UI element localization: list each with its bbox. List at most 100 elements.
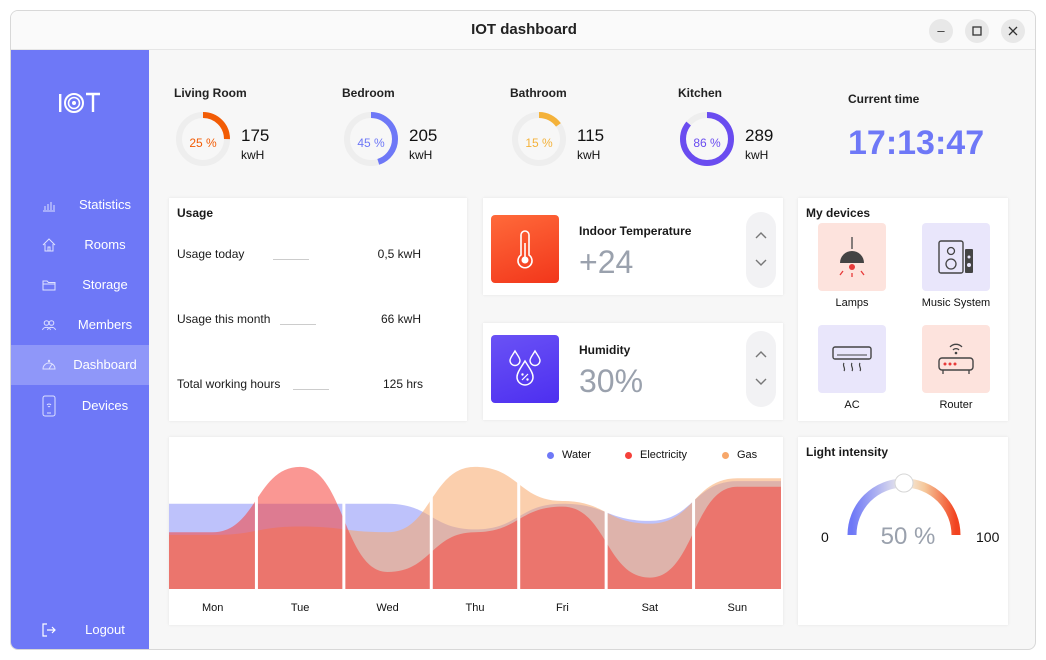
column-divider (342, 437, 346, 589)
usage-row-today: Usage today 0,5 kwH (177, 247, 461, 263)
usage-value: 0,5 kwH (377, 247, 421, 261)
chevron-up-icon[interactable] (754, 228, 768, 242)
legend-item-gas[interactable]: Gas (722, 449, 757, 461)
ac-tile (818, 325, 886, 393)
minimize-button[interactable]: – (929, 19, 953, 43)
x-tick-label: Thu (465, 602, 485, 614)
usage-label: Usage this month (177, 312, 271, 326)
legend-label: Electricity (640, 449, 688, 461)
usage-label: Usage today (177, 247, 245, 261)
speaker-tile (922, 223, 990, 291)
room-name: Kitchen (678, 86, 723, 100)
dashboard-icon (42, 359, 56, 370)
room-kwh-unit: kwH (409, 148, 433, 162)
room-usage-1: Bedroom 45 % 205 kwH (342, 86, 502, 186)
room-usage-arc (344, 112, 398, 166)
device-lamps[interactable]: Lamps (801, 223, 901, 323)
consumption-area-chart (169, 437, 781, 589)
room-usage-0: Living Room 25 % 175 kwH (174, 86, 334, 186)
sidebar-item-devices[interactable]: Devices (11, 386, 149, 426)
legend-dot (625, 451, 632, 459)
humidity-stepper (746, 331, 776, 407)
usage-row-month: Usage this month 66 kwH (177, 312, 461, 328)
sidebar: Statistics Rooms Storage Members Dashboa… (11, 50, 149, 649)
temperature-stepper (746, 212, 776, 288)
column-divider (517, 437, 521, 589)
gauge-knob[interactable] (894, 473, 914, 493)
thermometer-icon (517, 230, 533, 269)
legend-dot (722, 451, 729, 459)
legend-dot (547, 451, 554, 459)
sidebar-item-storage[interactable]: Storage (11, 265, 149, 305)
room-kwh-value: 115 (577, 126, 605, 145)
light-intensity-card: Light intensity 0 50 % 100 (798, 437, 1008, 625)
x-tick-label: Tue (290, 602, 310, 614)
device-ac[interactable]: AC (801, 325, 901, 425)
x-tick-label: Sun (727, 602, 748, 614)
room-usage-ring (176, 112, 230, 166)
column-divider (254, 437, 258, 589)
room-name: Bathroom (510, 86, 567, 100)
bar-chart-icon (43, 202, 55, 212)
room-kwh-value: 289 (745, 126, 774, 145)
room-usage-arc (680, 112, 734, 166)
usage-divider (273, 259, 309, 260)
room-usage-arc (176, 112, 230, 166)
app-window: IOT dashboard – Statistics Rooms Storage (10, 10, 1036, 650)
chevron-down-icon[interactable] (754, 375, 768, 389)
legend-item-electricity[interactable]: Electricity (625, 449, 687, 461)
column-divider (692, 437, 696, 589)
logout-button[interactable]: Logout (11, 610, 149, 649)
room-percent: 45 % (357, 136, 385, 150)
sidebar-item-rooms[interactable]: Rooms (11, 225, 149, 265)
room-usage-2: Bathroom 15 % 115 kwH (510, 86, 670, 186)
room-kwh-unit: kwH (241, 148, 265, 162)
legend-item-water[interactable]: Water (547, 449, 591, 461)
device-music-system[interactable]: Music System (905, 223, 1005, 323)
device-label: Router (939, 399, 973, 411)
device-router[interactable]: Router (905, 325, 1005, 425)
usage-title: Usage (177, 206, 214, 220)
usage-card: Usage Usage today 0,5 kwH Usage this mon… (169, 198, 467, 421)
sidebar-item-dashboard[interactable]: Dashboard (11, 345, 149, 385)
router-tile (922, 325, 990, 393)
room-usage-ring (680, 112, 734, 166)
maximize-button[interactable] (965, 19, 989, 43)
my-devices-title: My devices (806, 206, 871, 220)
ac-icon (832, 346, 872, 372)
room-kwh-value: 205 (409, 126, 438, 145)
temperature-card: Indoor Temperature +24 (483, 198, 783, 295)
sidebar-item-label: Devices (81, 398, 129, 413)
my-devices-card: My devices Lamps (798, 198, 1008, 421)
sidebar-item-label: Dashboard (73, 357, 137, 372)
x-tick-label: Sat (641, 602, 659, 614)
legend-label: Gas (737, 449, 758, 461)
x-tick-label: Fri (556, 602, 569, 614)
x-tick-label: Mon (202, 602, 224, 614)
sidebar-item-statistics[interactable]: Statistics (11, 185, 149, 225)
room-percent: 25 % (189, 136, 217, 150)
water-drops-icon (509, 349, 541, 386)
room-name: Bedroom (342, 86, 395, 100)
temperature-value: +24 (579, 244, 634, 280)
thermometer-tile (491, 215, 559, 283)
humidity-title: Humidity (579, 343, 631, 357)
close-button[interactable] (1001, 19, 1025, 43)
light-max-label: 100 (976, 529, 1000, 545)
chevron-up-icon[interactable] (754, 347, 768, 361)
room-kwh-unit: kwH (745, 148, 769, 162)
chevron-down-icon[interactable] (754, 256, 768, 270)
sidebar-item-members[interactable]: Members (11, 305, 149, 345)
usage-row-hours: Total working hours 125 hrs (177, 377, 461, 393)
usage-divider (280, 324, 316, 325)
lamp-tile (818, 223, 886, 291)
room-kwh-value: 175 (241, 126, 270, 145)
legend-label: Water (562, 449, 591, 461)
iot-logo (59, 92, 100, 113)
humidity-value: 30% (579, 363, 644, 399)
usage-value: 66 kwH (380, 312, 421, 326)
consumption-chart-card: Water Electricity Gas Mon Tue Wed Thu Fri Sat Su… (169, 437, 783, 625)
logout-icon (42, 623, 56, 637)
sidebar-item-label: Members (77, 317, 133, 332)
light-intensity-value: 50 % (880, 523, 936, 550)
